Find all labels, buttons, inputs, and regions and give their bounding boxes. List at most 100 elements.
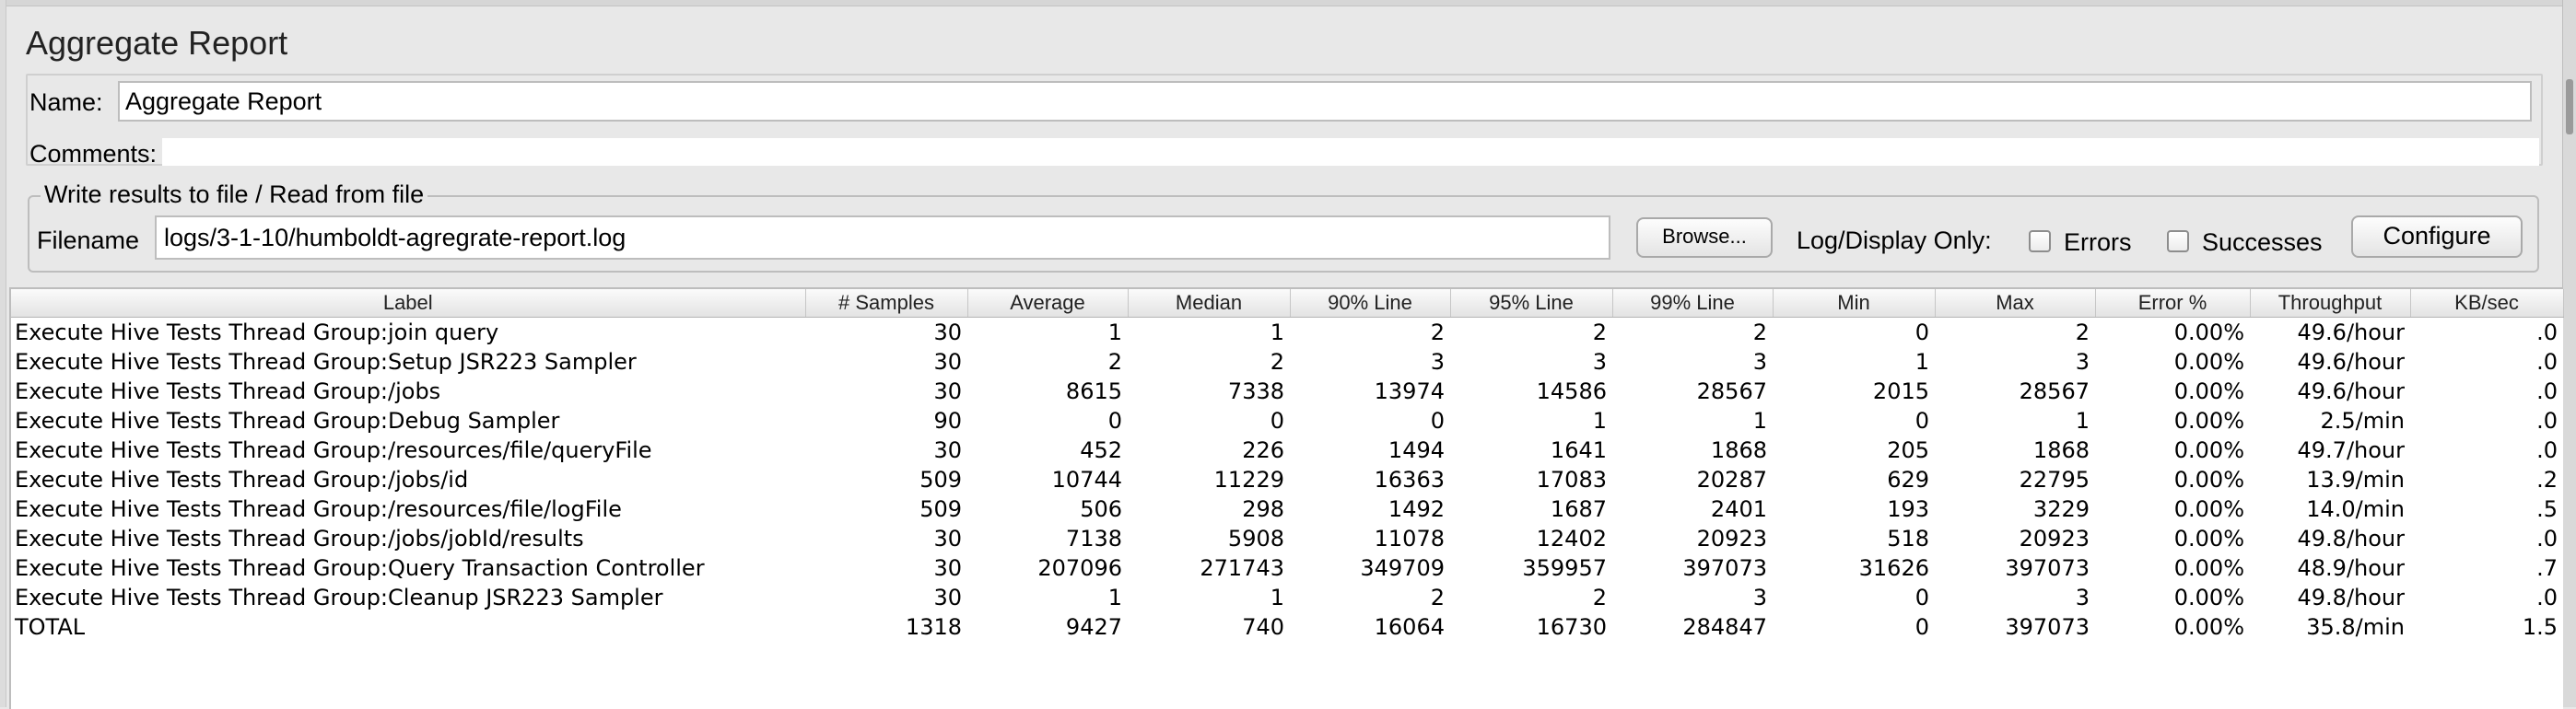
table-cell: 28567	[2019, 378, 2090, 404]
table-cell: 193	[1887, 496, 1929, 522]
file-group-box	[28, 195, 2539, 273]
filename-field[interactable]: logs/3-1-10/humboldt-agregrate-report.lo…	[155, 215, 1610, 260]
table-cell: 284847	[1682, 614, 1767, 640]
table-cell: 0.00%	[2173, 614, 2244, 640]
table-row[interactable]: Execute Hive Tests Thread Group:/jobs/id…	[11, 465, 2563, 494]
table-cell: 30	[933, 320, 962, 345]
column-header[interactable]: Label	[11, 289, 806, 318]
comments-label: Comments:	[29, 140, 158, 168]
configure-button[interactable]: Configure	[2351, 215, 2523, 258]
successes-checkbox[interactable]	[2167, 230, 2189, 252]
table-cell: 49.6/hour	[2297, 378, 2406, 404]
table-cell: 1	[2075, 408, 2090, 434]
table-cell: 1	[1592, 408, 1607, 434]
table-cell: 16363	[1374, 467, 1445, 493]
column-header[interactable]: 99% Line	[1612, 289, 1774, 318]
window-top-edge	[0, 0, 2576, 6]
successes-checkbox-label[interactable]: Successes	[2202, 228, 2323, 256]
table-cell: 11229	[1213, 467, 1284, 493]
table-cell: 3	[1752, 349, 1767, 375]
table-cell: 0	[1914, 614, 1929, 640]
column-header[interactable]: Error %	[2095, 289, 2251, 318]
errors-checkbox[interactable]	[2029, 230, 2051, 252]
table-row[interactable]: Execute Hive Tests Thread Group:/jobs 30 8…	[11, 377, 2563, 406]
table-cell: 0.00%	[2173, 496, 2244, 522]
table-cell: .0	[2536, 378, 2558, 404]
table-cell: 7338	[1227, 378, 1284, 404]
table-cell: 452	[1080, 437, 1122, 463]
column-header[interactable]: KB/sec	[2410, 289, 2564, 318]
table-cell: 2	[1592, 320, 1607, 345]
table-cell: Execute Hive Tests Thread Group:Debug Sa…	[15, 408, 560, 434]
table-cell: 30	[933, 437, 962, 463]
table-cell: 1	[1270, 320, 1284, 345]
table-cell: 10744	[1051, 467, 1122, 493]
table-row[interactable]: Execute Hive Tests Thread Group:join que…	[11, 318, 2563, 348]
table-row[interactable]: Execute Hive Tests Thread Group:/resourc…	[11, 436, 2563, 465]
table-cell: 0.00%	[2173, 408, 2244, 434]
table-cell: 20923	[2019, 526, 2090, 552]
column-header[interactable]: # Samples	[805, 289, 968, 318]
window-right-scrollbar[interactable]	[2562, 0, 2576, 707]
table-row[interactable]: Execute Hive Tests Thread Group:/resourc…	[11, 494, 2563, 524]
table-cell: 397073	[2005, 614, 2090, 640]
table-cell: Execute Hive Tests Thread Group:Cleanup …	[15, 585, 663, 610]
table-cell: 17083	[1536, 467, 1607, 493]
table-cell: 31626	[1858, 555, 1929, 581]
column-header[interactable]: 95% Line	[1450, 289, 1613, 318]
table-cell: .7	[2536, 555, 2558, 581]
column-header[interactable]: Throughput	[2250, 289, 2411, 318]
results-table-area[interactable]: Label # Samples Average Median 90% Line …	[9, 287, 2564, 709]
column-header[interactable]: Max	[1935, 289, 2096, 318]
table-cell: 349709	[1360, 555, 1445, 581]
table-cell: 0	[1107, 408, 1122, 434]
table-cell: 397073	[1682, 555, 1767, 581]
table-cell: 49.6/hour	[2297, 320, 2406, 345]
table-cell: 629	[1887, 467, 1929, 493]
column-header[interactable]: Min	[1773, 289, 1936, 318]
table-cell: 3	[2075, 585, 2090, 610]
comments-field[interactable]	[162, 138, 2539, 166]
table-cell: 3229	[2032, 496, 2090, 522]
table-cell: 1868	[1710, 437, 1767, 463]
table-cell: Execute Hive Tests Thread Group:/jobs/jo…	[15, 526, 584, 552]
table-cell: 1318	[905, 614, 962, 640]
table-cell: 2	[1270, 349, 1284, 375]
table-cell: 0.00%	[2173, 467, 2244, 493]
table-cell: 0.00%	[2173, 555, 2244, 581]
table-row[interactable]: Execute Hive Tests Thread Group:Cleanup …	[11, 583, 2563, 612]
table-total-row[interactable]: TOTAL 1318 9427 740 16064 16730 284847 0 397073 0…	[11, 612, 2563, 642]
column-header[interactable]: Median	[1128, 289, 1291, 318]
table-row[interactable]: Execute Hive Tests Thread Group:Debug Sa…	[11, 406, 2563, 436]
name-field[interactable]: Aggregate Report	[118, 81, 2532, 122]
table-cell: 13.9/min	[2306, 467, 2405, 493]
table-cell: Execute Hive Tests Thread Group:Setup JS…	[15, 349, 637, 375]
column-header[interactable]: 90% Line	[1290, 289, 1451, 318]
table-cell: 3	[1752, 585, 1767, 610]
table-cell: 3	[2075, 349, 2090, 375]
scrollbar-knob[interactable]	[2566, 79, 2573, 134]
table-cell: 0.00%	[2173, 585, 2244, 610]
table-cell: 0	[1430, 408, 1445, 434]
table-cell: .0	[2536, 585, 2558, 610]
table-row[interactable]: Execute Hive Tests Thread Group:/jobs/jo…	[11, 524, 2563, 553]
errors-checkbox-label[interactable]: Errors	[2064, 228, 2132, 256]
table-cell: 3	[1430, 349, 1445, 375]
column-header[interactable]: Average	[967, 289, 1129, 318]
table-row[interactable]: Execute Hive Tests Thread Group:Query Tr…	[11, 553, 2563, 583]
table-cell: 0	[1914, 408, 1929, 434]
table-cell: Execute Hive Tests Thread Group:/resourc…	[15, 437, 652, 463]
table-cell: 207096	[1037, 555, 1122, 581]
table-cell: 205	[1887, 437, 1929, 463]
table-row[interactable]: Execute Hive Tests Thread Group:Setup JS…	[11, 347, 2563, 377]
table-cell: 2	[1592, 585, 1607, 610]
table-cell: 1492	[1388, 496, 1445, 522]
browse-button[interactable]: Browse...	[1636, 217, 1773, 258]
table-cell: 0.00%	[2173, 320, 2244, 345]
table-cell: 14586	[1536, 378, 1607, 404]
table-cell: 1	[1914, 349, 1929, 375]
table-cell: 7138	[1065, 526, 1122, 552]
filename-label: Filename	[37, 227, 140, 254]
table-cell: 3	[1592, 349, 1607, 375]
table-cell: 0	[1914, 320, 1929, 345]
